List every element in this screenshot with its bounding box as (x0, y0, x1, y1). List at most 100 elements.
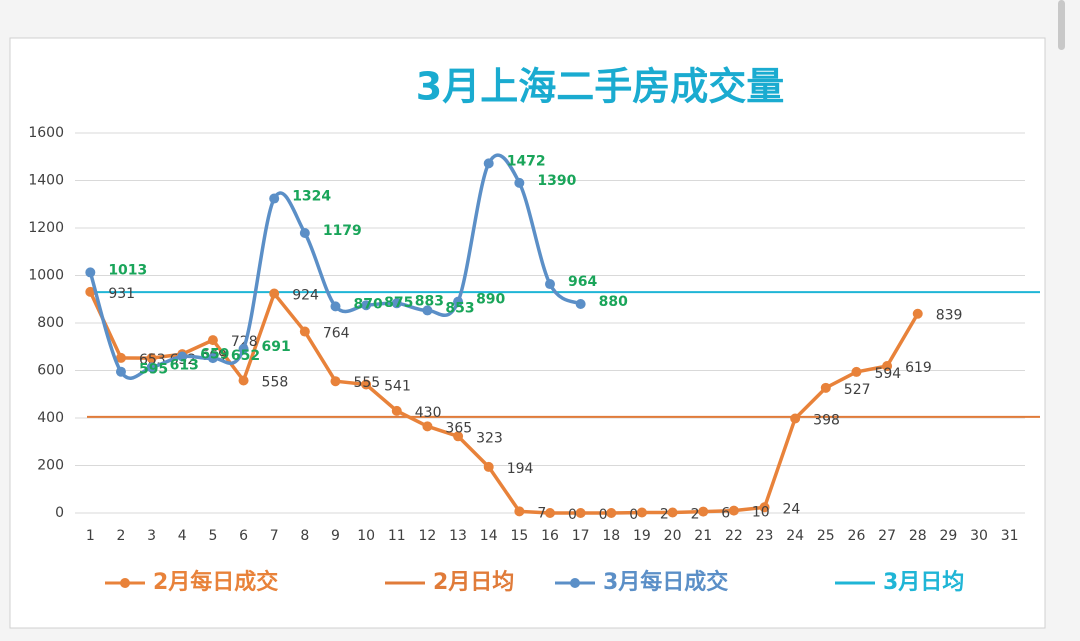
data-point (422, 305, 433, 316)
data-point (85, 267, 96, 278)
data-point (728, 505, 739, 516)
data-point (575, 508, 586, 518)
data-label: 1013 (108, 262, 147, 278)
x-tick-label: 3 (147, 528, 156, 544)
x-tick-label: 25 (817, 528, 835, 544)
data-label: 323 (476, 430, 503, 446)
data-point (391, 405, 402, 416)
data-label: 541 (384, 379, 411, 395)
legend-marker (570, 578, 580, 588)
data-point (912, 308, 923, 319)
x-tick-label: 28 (909, 528, 927, 544)
data-label: 883 (415, 293, 444, 309)
data-label: 870 (353, 296, 382, 312)
data-point (606, 508, 617, 518)
y-tick-label: 1000 (28, 268, 64, 284)
data-point (483, 158, 494, 169)
y-tick-label: 1200 (28, 220, 64, 236)
data-label: 555 (353, 375, 380, 391)
x-tick-label: 8 (300, 528, 309, 544)
x-tick-label: 19 (633, 528, 651, 544)
data-point (820, 382, 831, 393)
data-label: 398 (813, 412, 840, 428)
y-tick-label: 800 (37, 315, 64, 331)
y-tick-label: 400 (37, 410, 64, 426)
data-point (238, 343, 249, 354)
x-tick-label: 29 (939, 528, 957, 544)
data-point (269, 193, 280, 204)
data-point (207, 335, 218, 346)
data-label: 527 (844, 382, 871, 398)
data-label: 594 (874, 366, 901, 382)
data-point (851, 366, 862, 377)
x-tick-label: 12 (419, 528, 437, 544)
data-point (115, 352, 126, 363)
legend-marker (120, 578, 130, 588)
data-label: 890 (476, 292, 505, 308)
data-label: 853 (445, 300, 474, 316)
x-tick-label: 10 (357, 528, 375, 544)
y-tick-label: 1400 (28, 173, 64, 189)
x-tick-label: 13 (449, 528, 467, 544)
data-label: 1179 (323, 223, 362, 239)
x-tick-label: 26 (848, 528, 866, 544)
x-tick-label: 31 (1001, 528, 1019, 544)
x-tick-label: 1 (86, 528, 95, 544)
data-point (299, 326, 310, 337)
y-tick-label: 600 (37, 363, 64, 379)
data-point (453, 431, 464, 442)
legend-label: 2月每日成交 (153, 569, 278, 595)
data-label: 880 (599, 294, 628, 310)
data-point (269, 288, 280, 299)
x-tick-label: 11 (388, 528, 406, 544)
x-tick-label: 23 (756, 528, 774, 544)
data-point (422, 421, 433, 432)
data-point (146, 353, 157, 364)
x-tick-label: 24 (786, 528, 804, 544)
data-point (299, 227, 310, 238)
x-tick-label: 22 (725, 528, 743, 544)
chart-title: 3月上海二手房成交量 (416, 65, 784, 109)
data-label: 1390 (537, 173, 576, 189)
data-label: 194 (507, 461, 534, 477)
data-point (361, 300, 372, 311)
data-label: 875 (384, 295, 413, 311)
x-tick-label: 9 (331, 528, 340, 544)
data-point (453, 296, 464, 307)
data-label: 659 (200, 346, 229, 362)
data-label: 652 (231, 348, 260, 364)
legend-label: 3月每日成交 (603, 569, 728, 595)
data-point (391, 298, 402, 309)
data-point (698, 506, 709, 517)
x-tick-label: 4 (178, 528, 187, 544)
data-label: 2 (691, 507, 700, 523)
data-label: 619 (905, 360, 932, 376)
data-label: 558 (262, 374, 289, 390)
data-point (545, 279, 555, 290)
data-label: 7 (537, 505, 546, 521)
y-tick-label: 1600 (28, 125, 64, 141)
data-point (207, 353, 218, 364)
data-label: 924 (292, 288, 319, 304)
legend-label: 2月日均 (433, 569, 514, 595)
x-tick-label: 6 (239, 528, 248, 544)
data-label: 0 (629, 507, 638, 523)
data-point (882, 360, 893, 371)
data-label: 24 (783, 501, 801, 517)
data-label: 1324 (292, 189, 331, 205)
data-point (636, 507, 647, 518)
data-point (85, 286, 96, 297)
x-tick-label: 18 (602, 528, 620, 544)
data-point (667, 507, 678, 518)
data-point (483, 461, 494, 472)
x-tick-label: 27 (878, 528, 896, 544)
data-label: 2 (660, 507, 669, 523)
x-tick-label: 7 (270, 528, 279, 544)
data-point (330, 376, 341, 387)
data-point (759, 502, 770, 513)
x-tick-label: 30 (970, 528, 988, 544)
x-tick-label: 16 (541, 528, 559, 544)
chart-frame (9, 37, 1046, 629)
data-label: 6 (721, 506, 730, 522)
data-label: 10 (752, 505, 770, 521)
